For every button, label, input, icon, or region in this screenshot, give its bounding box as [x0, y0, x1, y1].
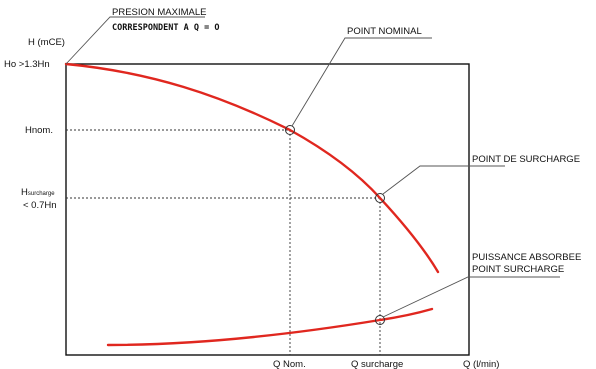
x-axis-title: Q (l/min) — [463, 359, 499, 369]
top-note-leader — [65, 16, 205, 65]
power-curve — [106, 307, 434, 347]
top-note-line1: PRESION MAXIMALE — [112, 7, 207, 18]
plot-frame — [65, 63, 470, 356]
y-axis-title: H (mCE) — [28, 37, 65, 48]
x-tick-qsurcharge: Q surcharge — [351, 359, 403, 369]
puissance-leader — [382, 276, 560, 318]
surcharge-point-marker — [375, 193, 385, 203]
callout-point-nominal: POINT NOMINAL — [347, 26, 422, 37]
callout-point-surcharge: POINT DE SURCHARGE — [472, 154, 580, 165]
nominal-point-marker — [285, 125, 295, 135]
top-note-line2: CORRESPONDENT A Q = O — [112, 23, 219, 33]
y-tick-hnom: Hnom. — [25, 125, 53, 136]
callout-puissance-line2: POINT SURCHARGE — [472, 264, 564, 275]
y-tick-hsurcharge-main: H — [21, 187, 28, 198]
point-nominal-leader — [291, 37, 432, 127]
point-surcharge-leader — [382, 165, 505, 195]
head-flow-curve — [64, 62, 440, 274]
y-tick-hsurcharge: Hsurcharge — [21, 187, 55, 198]
y-tick-hsurcharge-sub: surcharge — [28, 191, 55, 197]
callout-puissance-line1: PUISSANCE ABSORBEE — [472, 252, 581, 263]
guide-lines — [66, 129, 381, 355]
y-tick-hsurcharge-line2: < 0.7Hn — [23, 200, 57, 211]
x-tick-qnom: Q Nom. — [273, 359, 306, 369]
y-tick-h0: Ho >1.3Hn — [4, 59, 50, 70]
callout-leaders — [65, 16, 560, 318]
power-surcharge-marker — [375, 315, 385, 325]
